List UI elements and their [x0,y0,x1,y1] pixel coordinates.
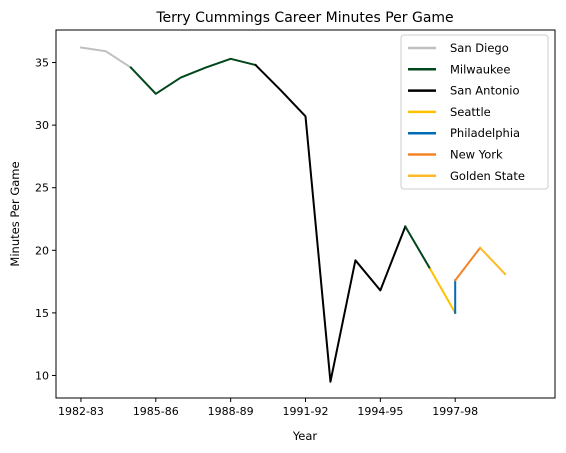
x-tick-label: 1988-89 [208,405,254,418]
series-line-new-york-6 [453,246,482,282]
y-axis-label: Minutes Per Game [8,161,22,266]
legend-label: Golden State [450,169,525,183]
x-tick-label: 1997-98 [432,405,478,418]
legend-frame [400,34,549,190]
x-axis-label: Year [292,429,318,443]
y-axis-ticks: 10 15 20 25 30 35 [35,57,56,382]
series-line-san-antonio-2 [254,63,407,383]
legend-label: San Diego [450,41,509,55]
legend-label: Milwaukee [450,62,510,76]
y-tick-label: 30 [35,119,49,132]
y-tick-label: 15 [35,307,49,320]
legend-label: San Antonio [450,84,520,98]
legend-label: Seattle [450,105,491,119]
y-tick-label: 25 [35,182,49,195]
y-tick-label: 20 [35,244,49,257]
series-line-milwaukee-3 [403,225,432,271]
legend: San Diego Milwaukee San Antonio Seattle Phil… [400,34,549,190]
y-tick-label: 35 [35,57,49,70]
series-line-seattle-4 [428,267,457,315]
x-tick-label: 1994-95 [357,405,403,418]
x-tick-label: 1982-83 [58,405,104,418]
y-tick-label: 10 [35,369,49,382]
series-line-golden-state-7 [478,246,507,276]
series-line-san-diego-0 [79,46,133,69]
legend-label: New York [450,148,503,162]
plot-area-frame [55,29,556,399]
plot-lines [79,46,507,383]
x-axis-ticks: 1982-83 1985-86 1988-89 1991-92 1994-95 1997-… [58,398,478,418]
legend-label: Philadelphia [450,126,520,140]
x-tick-label: 1985-86 [133,405,179,418]
series-line-milwaukee-1 [129,57,257,95]
x-tick-label: 1991-92 [283,405,329,418]
chart-title: Terry Cummings Career Minutes Per Game [155,10,453,26]
